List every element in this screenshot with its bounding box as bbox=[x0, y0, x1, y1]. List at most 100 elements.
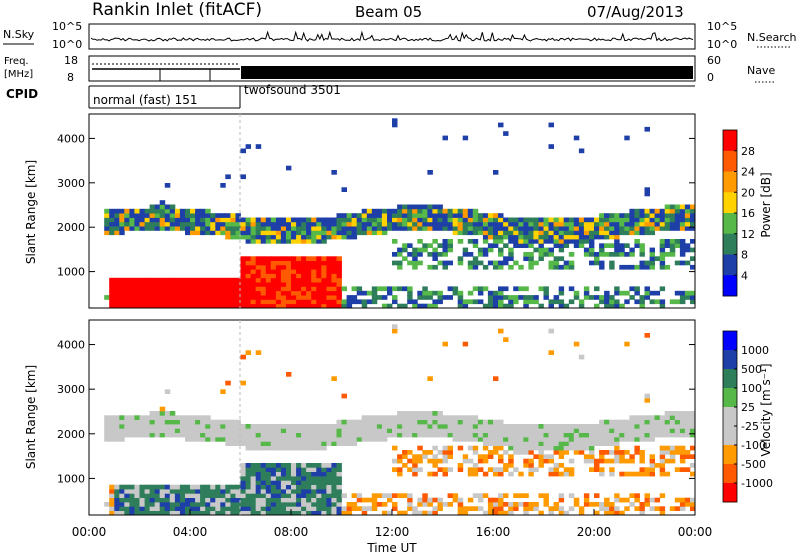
power-cell bbox=[659, 221, 666, 227]
velocity-cell bbox=[508, 463, 514, 468]
power-cell bbox=[306, 260, 312, 266]
power-cell bbox=[578, 226, 585, 231]
power-cell bbox=[427, 213, 433, 218]
velocity-cell bbox=[634, 428, 640, 433]
power-cell bbox=[316, 221, 322, 227]
power-cell bbox=[447, 295, 453, 300]
power-cell bbox=[154, 282, 161, 287]
velocity-cell bbox=[457, 467, 464, 472]
power-cell bbox=[513, 299, 519, 305]
velocity-cell bbox=[690, 463, 696, 468]
power-cell bbox=[270, 303, 277, 309]
power-cell bbox=[154, 299, 161, 305]
power-cell bbox=[144, 277, 151, 283]
power-cell bbox=[356, 213, 363, 218]
power-cell bbox=[255, 144, 262, 149]
power-cell bbox=[144, 217, 151, 223]
velocity-cell bbox=[326, 467, 332, 472]
power-cell bbox=[381, 303, 388, 309]
velocity-cell bbox=[255, 480, 262, 485]
power-cell bbox=[230, 213, 236, 218]
power-cell bbox=[417, 226, 423, 231]
velocity-cell bbox=[129, 424, 135, 429]
velocity-cell bbox=[169, 432, 176, 438]
velocity-cell bbox=[255, 432, 262, 438]
velocity-cell bbox=[326, 424, 332, 429]
power-cell bbox=[614, 252, 620, 257]
power-cell bbox=[139, 290, 145, 296]
velocity-cell bbox=[185, 428, 191, 433]
velocity-cell bbox=[301, 437, 307, 442]
velocity-cell bbox=[124, 432, 130, 438]
power-cell bbox=[210, 277, 216, 283]
power-cell bbox=[134, 282, 140, 287]
power-cell bbox=[397, 252, 403, 257]
power-cell bbox=[164, 183, 171, 188]
power-cell bbox=[235, 282, 241, 287]
power-cell bbox=[296, 273, 302, 279]
velocity-cell bbox=[316, 510, 322, 516]
velocity-cell bbox=[341, 506, 347, 511]
velocity-cell bbox=[523, 428, 529, 433]
power-cell bbox=[376, 230, 383, 236]
velocity-cell bbox=[472, 467, 479, 472]
velocity-cell bbox=[604, 428, 610, 433]
velocity-cell bbox=[260, 506, 267, 511]
cpid-label: CPID bbox=[6, 87, 38, 101]
velocity-cell bbox=[114, 415, 120, 420]
velocity-cell bbox=[240, 506, 246, 511]
velocity-cell bbox=[397, 471, 403, 477]
velocity-cell bbox=[144, 493, 151, 498]
velocity-cell bbox=[462, 458, 469, 464]
velocity-cell bbox=[336, 493, 342, 498]
power-cell bbox=[573, 239, 580, 244]
power-cell bbox=[301, 286, 307, 292]
velocity-cell bbox=[190, 432, 196, 438]
velocity-cell bbox=[174, 489, 181, 494]
velocity-cell bbox=[286, 372, 292, 377]
power-cell bbox=[129, 282, 135, 287]
velocity-cell bbox=[619, 497, 625, 503]
velocity-cell bbox=[190, 415, 196, 420]
velocity-cell bbox=[659, 471, 666, 477]
power-cell bbox=[528, 221, 534, 227]
velocity-cell bbox=[114, 502, 120, 507]
velocity-cell bbox=[467, 432, 474, 438]
power-cell bbox=[245, 282, 251, 287]
power-cell bbox=[371, 299, 378, 305]
power-cell bbox=[649, 260, 655, 266]
velocity-cell bbox=[376, 502, 383, 507]
power-cell bbox=[104, 295, 110, 300]
power-cell bbox=[659, 286, 666, 292]
power-cell bbox=[493, 243, 499, 248]
power-cell bbox=[179, 226, 186, 231]
power-cell bbox=[412, 260, 418, 266]
power-cell bbox=[119, 277, 125, 283]
power-cell bbox=[690, 217, 696, 223]
velocity-cell bbox=[225, 424, 231, 429]
power-cell bbox=[235, 290, 241, 296]
velocity-cell bbox=[381, 424, 388, 429]
velocity-cell bbox=[563, 467, 570, 472]
velocity-cell bbox=[260, 476, 267, 481]
velocity-cell bbox=[422, 432, 428, 438]
velocity-cell bbox=[482, 428, 489, 433]
velocity-cell bbox=[573, 424, 580, 429]
power-cell bbox=[533, 239, 539, 244]
velocity-cell bbox=[523, 441, 529, 446]
power-cell bbox=[594, 260, 600, 266]
velocity-cell bbox=[270, 489, 277, 494]
power-cell bbox=[341, 234, 347, 240]
power-cell bbox=[230, 277, 236, 283]
power-cell bbox=[265, 290, 272, 296]
power-cell bbox=[634, 230, 640, 236]
power-cell bbox=[326, 290, 332, 296]
velocity-cell bbox=[260, 467, 267, 472]
velocity-cell bbox=[513, 445, 519, 451]
velocity-cell bbox=[397, 432, 403, 438]
velocity-cell bbox=[265, 476, 272, 481]
velocity-cell bbox=[280, 480, 287, 485]
velocity-cell bbox=[528, 458, 534, 464]
power-cell bbox=[270, 290, 277, 296]
